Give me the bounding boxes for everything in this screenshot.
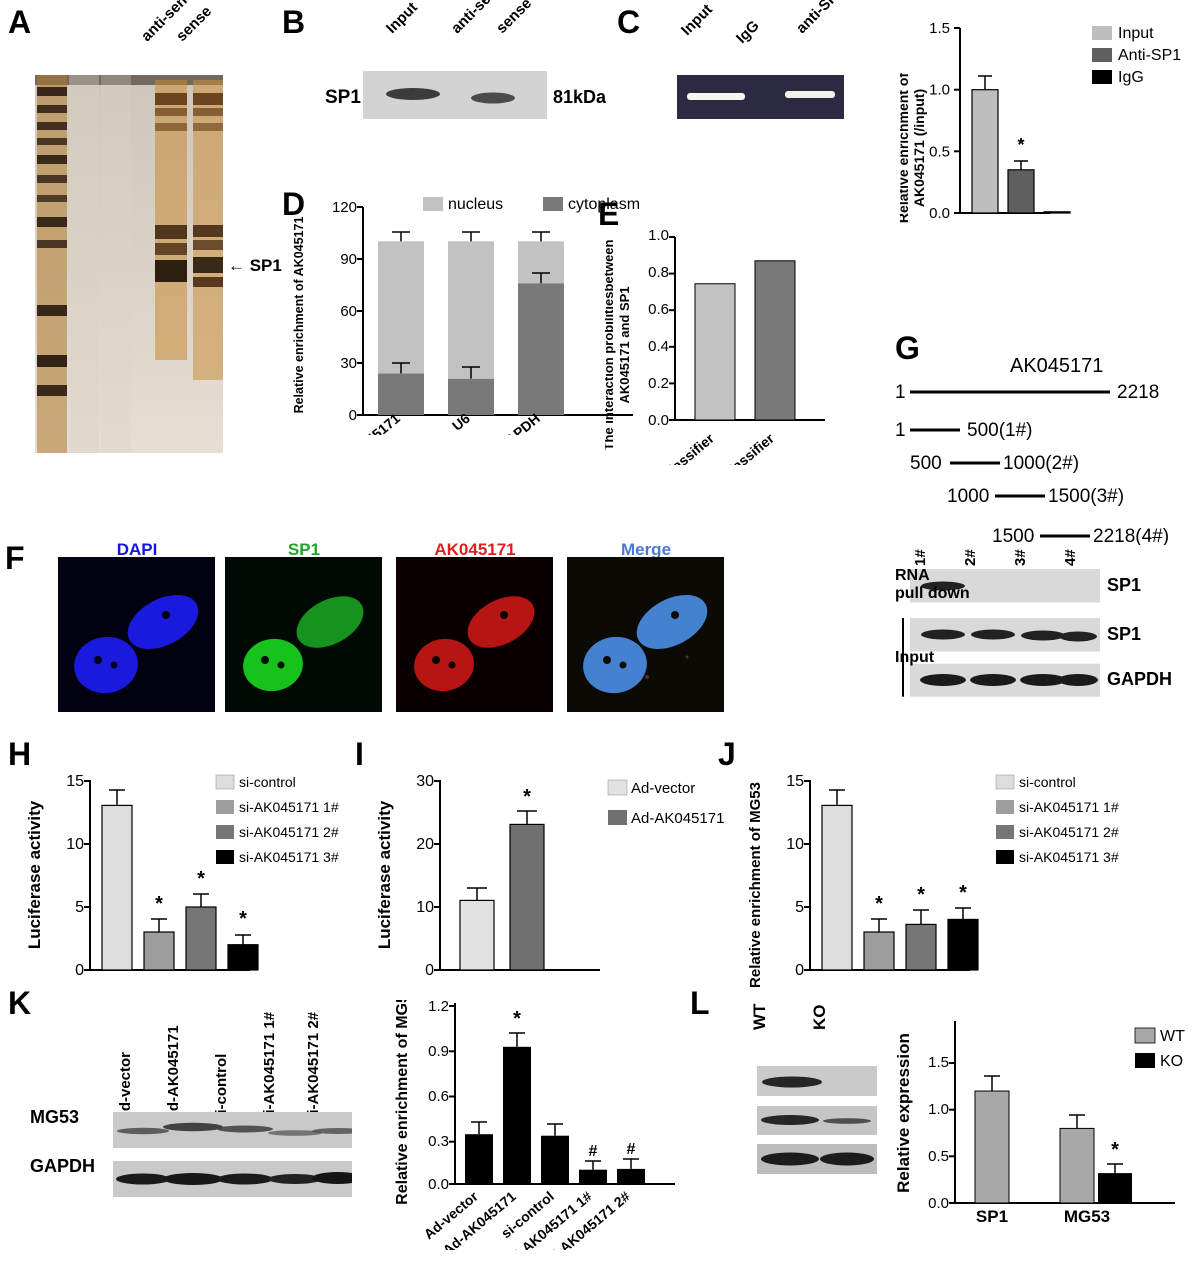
svg-text:5: 5 — [75, 899, 84, 916]
svg-text:KO: KO — [1160, 1053, 1183, 1070]
svg-text:si-AK045171 3#: si-AK045171 3# — [1019, 849, 1119, 865]
svg-text:500: 500 — [910, 453, 942, 474]
svg-text:pull down: pull down — [895, 585, 970, 602]
svg-text:0.0: 0.0 — [929, 205, 950, 222]
svg-text:The interaction probilitiesbet: The interaction probilitiesbetween — [605, 239, 616, 450]
svg-text:1#: 1# — [912, 549, 929, 566]
svg-text:Ad-AK045171: Ad-AK045171 — [631, 810, 724, 827]
svg-text:90: 90 — [340, 251, 357, 268]
svg-text:Ad-vector: Ad-vector — [631, 780, 695, 797]
svg-text:si-control: si-control — [1019, 774, 1076, 790]
svg-text:*: * — [155, 893, 163, 915]
svg-text:si-AK045171 1#: si-AK045171 1# — [239, 799, 339, 815]
svg-text:60: 60 — [340, 303, 357, 320]
svg-text:15: 15 — [786, 773, 804, 790]
svg-text:1.5: 1.5 — [929, 20, 950, 37]
svg-text:1: 1 — [895, 382, 906, 403]
svg-text:#: # — [589, 1143, 598, 1160]
svg-text:1000(2#): 1000(2#) — [1003, 453, 1079, 474]
svg-text:Relative enrichment of MG53: Relative enrichment of MG53 — [395, 1000, 411, 1205]
svg-text:*: * — [239, 908, 247, 930]
svg-text:30: 30 — [340, 355, 357, 372]
svg-text:0.3: 0.3 — [428, 1133, 449, 1150]
svg-text:0.8: 0.8 — [648, 264, 669, 281]
svg-text:20: 20 — [416, 836, 434, 853]
svg-text:*: * — [959, 882, 967, 904]
svg-text:0: 0 — [795, 962, 804, 979]
svg-text:0.0: 0.0 — [928, 1195, 949, 1212]
svg-text:#: # — [627, 1141, 636, 1158]
svg-text:1.0: 1.0 — [929, 82, 950, 99]
svg-text:*: * — [875, 893, 883, 915]
svg-text:*: * — [513, 1008, 521, 1030]
svg-text:0.6: 0.6 — [428, 1088, 449, 1105]
svg-text:SP1: SP1 — [1107, 575, 1141, 595]
svg-text:*: * — [197, 868, 205, 890]
svg-text:Relative enrichment of AK04517: Relative enrichment of AK045171 — [293, 217, 306, 414]
svg-text:10: 10 — [416, 899, 434, 916]
svg-text:WT: WT — [1160, 1028, 1185, 1045]
svg-text:*: * — [1017, 135, 1024, 155]
svg-text:1.2: 1.2 — [428, 1000, 449, 1015]
svg-text:si-AK045171 1#: si-AK045171 1# — [1019, 799, 1119, 815]
svg-text:Relative enrichment of MG53: Relative enrichment of MG53 — [747, 782, 764, 988]
svg-text:0.0: 0.0 — [648, 412, 669, 429]
svg-text:0.5: 0.5 — [928, 1148, 949, 1165]
svg-text:0.6: 0.6 — [648, 301, 669, 318]
svg-text:0.9: 0.9 — [428, 1043, 449, 1060]
svg-text:*: * — [1111, 1139, 1119, 1161]
svg-text:1000: 1000 — [947, 486, 989, 507]
svg-text:si-AK045171 2#: si-AK045171 2# — [1019, 824, 1119, 840]
svg-text:*: * — [917, 884, 925, 906]
svg-text:2#: 2# — [962, 549, 979, 566]
svg-text:5: 5 — [795, 899, 804, 916]
svg-text:1.0: 1.0 — [648, 227, 669, 244]
svg-text:500(1#): 500(1#) — [967, 420, 1033, 441]
svg-text:Input: Input — [1118, 25, 1154, 42]
svg-text:10: 10 — [66, 836, 84, 853]
svg-text:2218: 2218 — [1117, 382, 1159, 403]
svg-text:1: 1 — [895, 420, 906, 441]
svg-text:Luciferase activity: Luciferase activity — [25, 800, 44, 949]
svg-text:RNA: RNA — [895, 568, 930, 584]
svg-text:si-AK045171 2#: si-AK045171 2# — [239, 824, 339, 840]
svg-text:1500: 1500 — [992, 526, 1034, 545]
svg-text:2218(4#): 2218(4#) — [1093, 526, 1169, 545]
svg-text:4#: 4# — [1062, 549, 1079, 566]
svg-text:0.4: 0.4 — [648, 338, 669, 355]
svg-text:si-AK045171 3#: si-AK045171 3# — [239, 849, 339, 865]
svg-text:*: * — [523, 786, 531, 808]
svg-text:120: 120 — [332, 199, 357, 216]
svg-text:0: 0 — [349, 407, 357, 424]
svg-text:0: 0 — [75, 962, 84, 979]
svg-text:MG53: MG53 — [1064, 1207, 1110, 1226]
svg-text:3#: 3# — [1012, 549, 1029, 566]
svg-text:Input: Input — [895, 649, 935, 666]
svg-text:15: 15 — [66, 773, 84, 790]
svg-text:IgG: IgG — [1118, 69, 1144, 86]
svg-text:1500(3#): 1500(3#) — [1048, 486, 1124, 507]
svg-text:30: 30 — [416, 773, 434, 790]
svg-text:AK045171: AK045171 — [1010, 355, 1103, 377]
svg-text:RF classifier: RF classifier — [643, 430, 717, 465]
svg-text:nucleus: nucleus — [448, 196, 503, 213]
svg-text:AK045171 and SP1: AK045171 and SP1 — [617, 286, 632, 403]
svg-text:Relative expression: Relative expression — [895, 1033, 913, 1193]
svg-text:10: 10 — [786, 836, 804, 853]
svg-text:SP1: SP1 — [976, 1207, 1008, 1226]
svg-text:Luciferase activity: Luciferase activity — [375, 800, 394, 949]
svg-text:Relative enrichment of: Relative enrichment of — [900, 73, 911, 223]
svg-text:si-control: si-control — [239, 774, 296, 790]
svg-text:0: 0 — [425, 962, 434, 979]
svg-text:0.2: 0.2 — [648, 375, 669, 392]
svg-text:AK045171 (/input): AK045171 (/input) — [911, 89, 927, 207]
svg-text:0.5: 0.5 — [929, 143, 950, 160]
svg-text:GAPDH: GAPDH — [1107, 669, 1172, 689]
svg-text:1.5: 1.5 — [928, 1054, 949, 1071]
svg-text:1.0: 1.0 — [928, 1101, 949, 1118]
svg-text:0.0: 0.0 — [428, 1176, 449, 1193]
svg-text:Anti-SP1: Anti-SP1 — [1118, 47, 1181, 64]
svg-text:SP1: SP1 — [1107, 624, 1141, 644]
